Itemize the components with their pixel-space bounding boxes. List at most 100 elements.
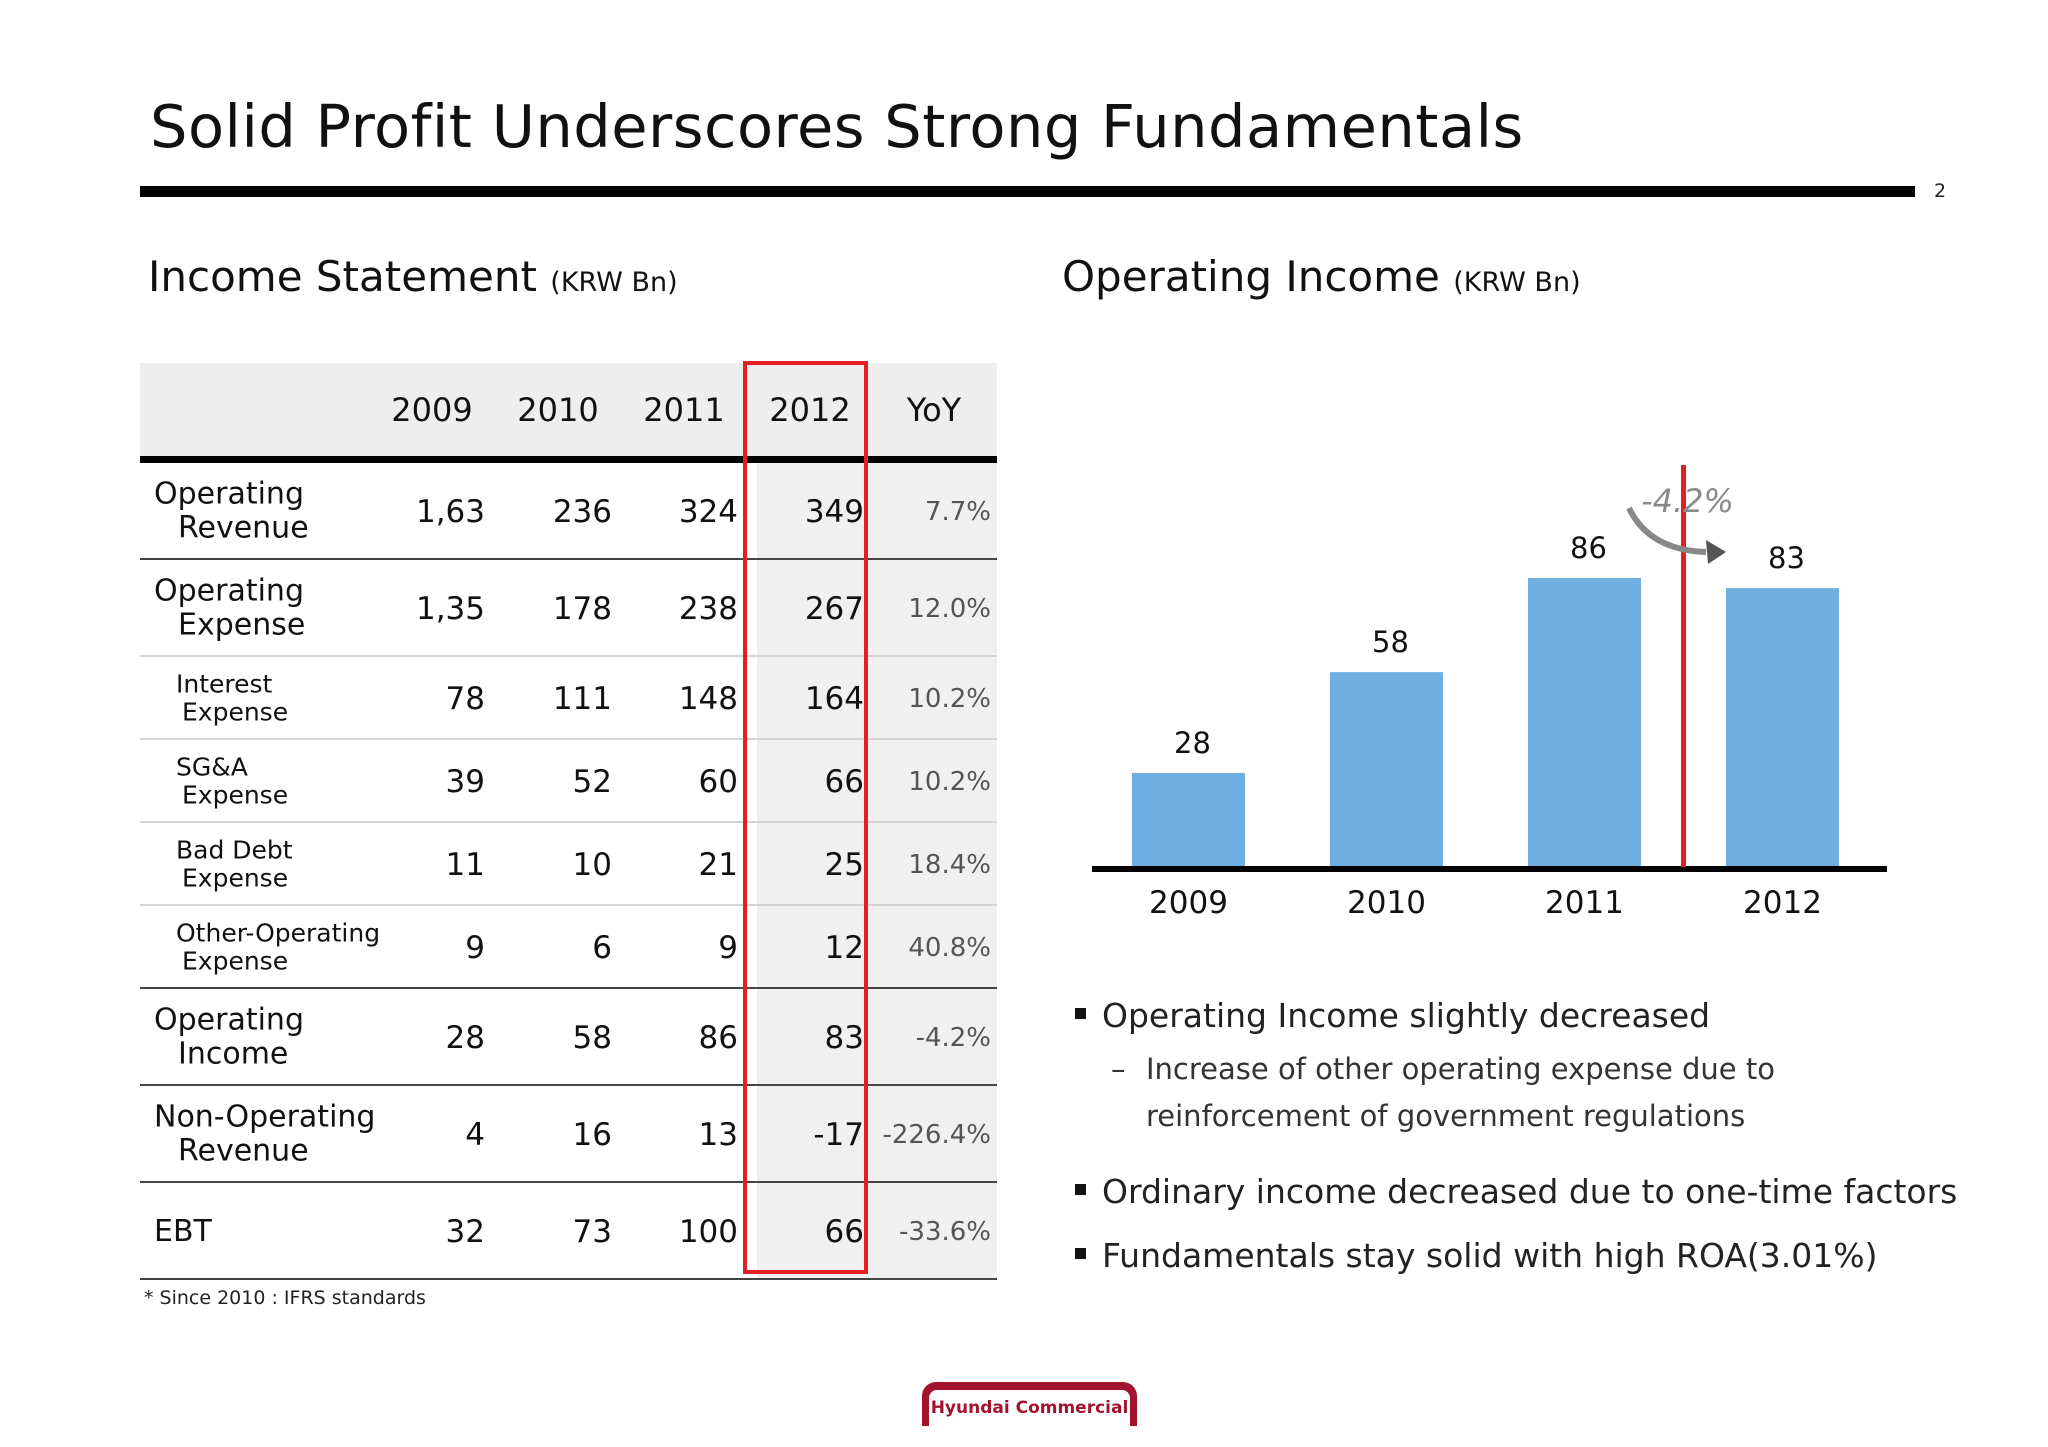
cell-2009: 1,63: [415, 493, 485, 530]
cell-2010: 52: [572, 763, 612, 800]
row-separator: [140, 738, 997, 740]
row-label: Operating Income: [154, 1002, 304, 1072]
table-row: EBT 32 73 100 66 -33.6%: [140, 1183, 997, 1280]
yoy-annotation: -4.2%: [1641, 482, 1734, 520]
col-header-2009: 2009: [391, 391, 473, 429]
bullet-square-icon: [1075, 1248, 1086, 1259]
cell-2009: 1,35: [415, 590, 485, 627]
tick-label-2012: 2012: [1743, 885, 1822, 920]
cell-yoy: -33.6%: [899, 1216, 991, 1247]
data-label-2009: 28: [1174, 726, 1211, 760]
cell-2009: 39: [445, 763, 485, 800]
cell-2010: 10: [572, 846, 612, 883]
highlight-2012-box: [743, 361, 868, 1274]
row-label: Non-Operating Revenue: [154, 1099, 376, 1169]
cell-2009: 32: [445, 1213, 485, 1250]
row-separator: [140, 558, 997, 560]
bullet-square-icon: [1075, 1008, 1086, 1019]
cell-2012: 349: [804, 493, 864, 530]
bar-2009: [1132, 772, 1245, 867]
bar-2012: [1726, 588, 1839, 867]
cell-2009: 4: [465, 1116, 485, 1153]
cell-2011: 86: [698, 1019, 738, 1056]
data-label-2010: 58: [1372, 625, 1409, 659]
data-label-2011: 86: [1570, 531, 1607, 565]
header-rule: [140, 456, 997, 463]
row-label: EBT: [154, 1213, 212, 1249]
row-label: SG&A Expense: [176, 751, 289, 810]
decrease-arrow-icon: [1626, 506, 1707, 556]
cell-2012: 66: [824, 1213, 864, 1250]
col-header-2012: 2012: [769, 391, 851, 429]
income-statement-title: Income Statement (KRW Bn): [148, 252, 678, 301]
cell-2010: 73: [572, 1213, 612, 1250]
cell-2010: 236: [552, 493, 612, 530]
cell-yoy: 18.4%: [908, 849, 991, 880]
hyundai-commercial-logo: Hyundai Commercial: [922, 1382, 1137, 1426]
cell-yoy: 10.2%: [908, 766, 991, 797]
bullet-2: Ordinary income decreased due to one-tim…: [1075, 1172, 1957, 1211]
cell-2011: 324: [678, 493, 738, 530]
cell-2012: 267: [804, 590, 864, 627]
row-label: Interest Expense: [176, 668, 289, 727]
dash-icon: –: [1111, 1052, 1126, 1086]
cell-yoy: 7.7%: [924, 496, 991, 527]
cell-2012: -17: [813, 1116, 864, 1153]
cell-2011: 9: [718, 929, 738, 966]
table-row: Operating Income 28 58 86 83 -4.2%: [140, 989, 997, 1086]
operating-income-title: Operating Income (KRW Bn): [1062, 252, 1581, 301]
row-label: Operating Revenue: [154, 476, 309, 546]
table-row: Operating Expense 1,35 178 238 267 12.0%: [140, 560, 997, 657]
cell-2011: 60: [698, 763, 738, 800]
table-row: Other-Operating Expense 9 6 9 12 40.8%: [140, 906, 997, 989]
cell-2012: 83: [824, 1019, 864, 1056]
cell-yoy: -4.2%: [915, 1022, 991, 1053]
title-divider: [140, 186, 1915, 197]
cell-yoy: -226.4%: [882, 1119, 991, 1150]
cell-2010: 6: [592, 929, 612, 966]
bullet-square-icon: [1075, 1184, 1086, 1195]
cell-2011: 21: [698, 846, 738, 883]
cell-yoy: 12.0%: [908, 593, 991, 624]
cell-2010: 111: [552, 680, 612, 717]
table-row: Non-Operating Revenue 4 16 13 -17 -226.4%: [140, 1086, 997, 1183]
col-header-yoy: YoY: [906, 391, 962, 429]
cell-yoy: 40.8%: [908, 932, 991, 963]
cell-2012: 12: [824, 929, 864, 966]
page-title: Solid Profit Underscores Strong Fundamen…: [150, 92, 1524, 161]
cell-2009: 28: [445, 1019, 485, 1056]
income-statement-table: 2009 2010 2011 2012 YoY Operating Revenue…: [140, 363, 997, 1280]
row-separator: [140, 821, 997, 823]
cell-yoy: 10.2%: [908, 683, 991, 714]
cell-2011: 100: [678, 1213, 738, 1250]
row-separator: [140, 655, 997, 657]
operating-income-chart: 28 2009 58 2010 86 2011 83 2012 -4.2%: [1092, 465, 1887, 920]
page-number: 2: [1934, 180, 1947, 202]
cell-2012: 164: [804, 680, 864, 717]
cell-2011: 13: [698, 1116, 738, 1153]
row-separator: [140, 987, 997, 989]
row-label: Bad Debt Expense: [176, 834, 293, 893]
cell-2011: 238: [678, 590, 738, 627]
row-separator: [140, 1084, 997, 1086]
row-separator: [140, 1181, 997, 1183]
operating-income-unit: (KRW Bn): [1453, 267, 1581, 298]
arrow-head-icon: [1706, 540, 1726, 565]
income-statement-unit: (KRW Bn): [550, 267, 678, 298]
row-label: Operating Expense: [154, 573, 306, 643]
cell-2012: 25: [824, 846, 864, 883]
footnote: * Since 2010 : IFRS standards: [144, 1287, 426, 1309]
row-separator: [140, 904, 997, 906]
shaded-column-area: [757, 363, 997, 1278]
col-header-2011: 2011: [643, 391, 725, 429]
cell-2009: 9: [465, 929, 485, 966]
bar-2011: [1528, 578, 1641, 867]
cell-2012: 66: [824, 763, 864, 800]
data-label-2012: 83: [1768, 541, 1805, 575]
cell-2009: 11: [445, 846, 485, 883]
cell-2010: 16: [572, 1116, 612, 1153]
bullet-1: Operating Income slightly decreased: [1075, 996, 1710, 1035]
cell-2011: 148: [678, 680, 738, 717]
bullet-3: Fundamentals stay solid with high ROA(3.…: [1075, 1236, 1878, 1275]
col-header-2010: 2010: [517, 391, 599, 429]
